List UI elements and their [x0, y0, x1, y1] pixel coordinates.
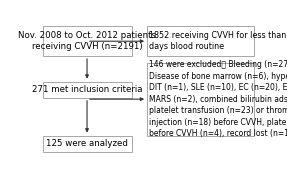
FancyBboxPatch shape [42, 26, 131, 56]
Text: 125 were analyzed: 125 were analyzed [46, 139, 128, 148]
FancyBboxPatch shape [147, 63, 254, 136]
FancyBboxPatch shape [147, 26, 254, 56]
Text: Nov. 2008 to Oct. 2012 patients
receiving CVVH (n=2191): Nov. 2008 to Oct. 2012 patients receivin… [18, 31, 156, 51]
Text: 271 met inclusion criteria: 271 met inclusion criteria [32, 85, 142, 94]
FancyBboxPatch shape [42, 82, 131, 98]
Text: 1852 receiving CVVH for less than 72h, 68 without 4
days blood routine: 1852 receiving CVVH for less than 72h, 6… [149, 31, 287, 51]
FancyBboxPatch shape [42, 136, 131, 152]
Text: 146 were excluded： Bleeding (n=27), DIC (n=8),
Disease of bone marrow (n=6), hyp: 146 were excluded： Bleeding (n=27), DIC … [149, 60, 287, 138]
